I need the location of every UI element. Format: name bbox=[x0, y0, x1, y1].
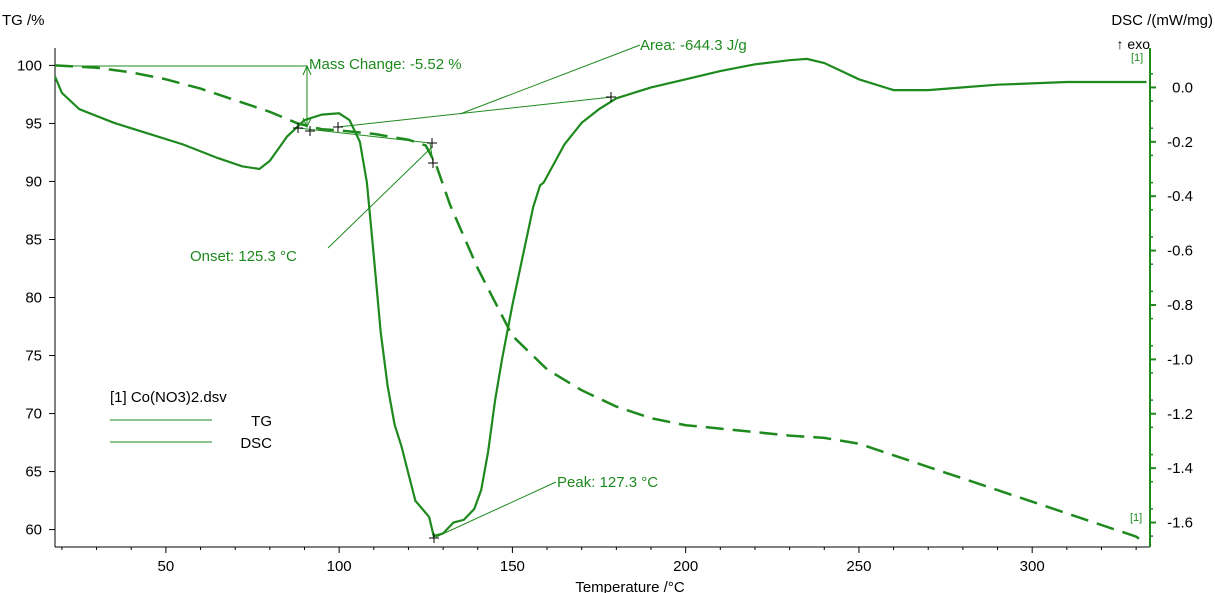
onset-label: Onset: 125.3 °C bbox=[190, 248, 297, 265]
y1-tick-label: 90 bbox=[25, 173, 42, 190]
x-tick-label: 150 bbox=[500, 558, 525, 575]
y2-tick-label: -0.2 bbox=[1167, 134, 1193, 151]
x-axis-title: Temperature /°C bbox=[575, 579, 685, 593]
y2-tick-label: -1.4 bbox=[1167, 460, 1193, 477]
y1-tick-label: 85 bbox=[25, 231, 42, 248]
mass-change-label: Mass Change: -5.52 % bbox=[309, 56, 462, 73]
x-tick-label: 200 bbox=[673, 558, 698, 575]
y2-tick-label: -0.6 bbox=[1167, 243, 1193, 260]
y2-tick-label: -0.8 bbox=[1167, 297, 1193, 314]
right-axis-title: DSC /(mW/mg) bbox=[1111, 12, 1213, 29]
y2-tick-label: 0.0 bbox=[1172, 79, 1193, 96]
annotation-lines bbox=[62, 44, 641, 538]
legend-tg-label: TG bbox=[251, 413, 272, 430]
x-axis-ticks: 50 100 150 200 250 300 bbox=[61, 547, 1137, 575]
y2-tick-label: -0.4 bbox=[1167, 188, 1193, 205]
left-axis-ticks: 60 65 70 75 80 85 90 95 100 bbox=[17, 57, 55, 539]
area-label: Area: -644.3 J/g bbox=[640, 37, 747, 54]
left-axis-title: TG /% bbox=[2, 12, 45, 29]
legend-dsc-label: DSC bbox=[240, 435, 272, 452]
y1-tick-label: 60 bbox=[25, 522, 42, 539]
tg-curve-marker: [1] bbox=[1130, 512, 1142, 524]
legend: [1] Co(NO3)2.dsv TG DSC bbox=[110, 389, 272, 452]
exo-direction-label: ↑ exo bbox=[1117, 36, 1151, 52]
y2-tick-label: -1.2 bbox=[1167, 406, 1193, 423]
y1-tick-label: 70 bbox=[25, 406, 42, 423]
y1-tick-label: 80 bbox=[25, 290, 42, 307]
tg-curve bbox=[54, 64, 1148, 545]
peak-label: Peak: 127.3 °C bbox=[557, 474, 658, 491]
x-tick-label: 50 bbox=[158, 558, 175, 575]
right-axis-ticks: -1.6 -1.4 -1.2 -1.0 -0.8 -0.6 -0.4 -0.2 0.0 bbox=[1150, 73, 1193, 537]
annotation-crosshairs bbox=[293, 92, 616, 543]
y1-tick-label: 65 bbox=[25, 464, 42, 481]
x-tick-label: 300 bbox=[1020, 558, 1045, 575]
legend-file: [1] Co(NO3)2.dsv bbox=[110, 389, 227, 406]
y2-tick-label: -1.0 bbox=[1167, 351, 1193, 368]
x-tick-label: 100 bbox=[327, 558, 352, 575]
y1-tick-label: 100 bbox=[17, 57, 42, 74]
y2-tick-label: -1.6 bbox=[1167, 515, 1193, 532]
dsc-curve-marker: [1] bbox=[1131, 52, 1143, 64]
dsc-curve bbox=[53, 57, 1147, 538]
y1-tick-label: 95 bbox=[25, 115, 42, 132]
x-tick-label: 250 bbox=[846, 558, 871, 575]
y1-tick-label: 75 bbox=[25, 348, 42, 365]
